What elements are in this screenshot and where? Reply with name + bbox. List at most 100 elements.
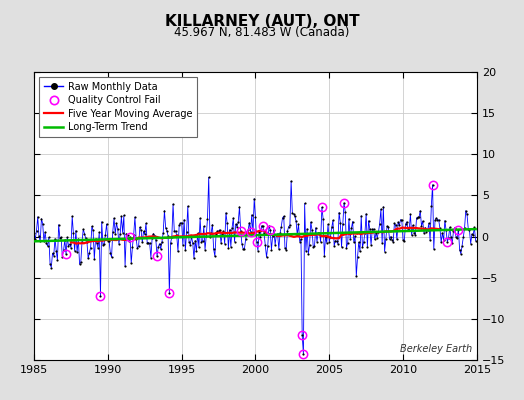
Point [123, 232, 132, 238]
Point [419, 218, 427, 224]
Point [159, 229, 167, 236]
Point [105, 238, 113, 244]
Point [466, 240, 475, 247]
Point [254, 247, 262, 254]
Point [228, 224, 236, 231]
Point [455, 246, 464, 253]
Point [465, 227, 474, 234]
Point [132, 236, 140, 242]
Point [259, 223, 267, 229]
Point [234, 219, 243, 225]
Point [146, 240, 154, 246]
Point [282, 247, 290, 253]
Point [287, 178, 296, 184]
Point [456, 251, 465, 257]
Point [390, 220, 399, 226]
Point [308, 227, 316, 233]
Point [374, 229, 383, 235]
Point [139, 228, 148, 235]
Point [445, 224, 454, 230]
Point [213, 228, 222, 234]
Point [314, 230, 322, 236]
Point [332, 238, 341, 244]
Point [110, 215, 118, 221]
Point [172, 232, 181, 238]
Point [413, 214, 422, 220]
Point [101, 232, 110, 238]
Point [54, 222, 63, 228]
Point [151, 236, 160, 243]
Point [182, 229, 191, 235]
Point [279, 213, 288, 220]
Point [401, 221, 410, 228]
Point [30, 229, 38, 236]
Point [274, 230, 282, 237]
Point [142, 220, 150, 227]
Point [367, 242, 375, 248]
Point [391, 222, 400, 228]
Point [82, 235, 90, 242]
Point [155, 240, 163, 247]
Point [357, 213, 365, 219]
Point [84, 255, 92, 262]
Point [99, 242, 107, 248]
Point [108, 228, 117, 235]
Point [224, 245, 233, 251]
Point [356, 248, 364, 255]
Point [298, 332, 307, 338]
Point [363, 244, 372, 250]
Point [180, 216, 188, 223]
Point [196, 215, 204, 222]
Point [153, 253, 161, 259]
Point [336, 219, 344, 226]
Point [214, 228, 223, 234]
Point [448, 240, 456, 246]
Point [154, 244, 162, 250]
Point [212, 231, 220, 237]
Point [162, 228, 171, 234]
Point [67, 244, 75, 251]
Point [229, 215, 237, 221]
Point [235, 204, 244, 210]
Point [243, 228, 251, 235]
Point [288, 210, 297, 216]
Point [128, 243, 137, 250]
Point [464, 225, 473, 232]
Point [263, 254, 271, 260]
Point [376, 220, 384, 227]
Point [335, 209, 343, 216]
Point [281, 245, 289, 251]
Point [127, 260, 135, 266]
Point [185, 238, 193, 245]
Point [373, 234, 381, 241]
Point [210, 246, 218, 252]
Text: KILLARNEY (AUT), ONT: KILLARNEY (AUT), ONT [165, 14, 359, 29]
Point [307, 219, 315, 225]
Point [313, 238, 321, 245]
Point [70, 248, 79, 254]
Point [255, 229, 264, 236]
Point [31, 236, 39, 242]
Point [275, 246, 283, 252]
Point [111, 230, 119, 237]
Point [421, 224, 429, 231]
Point [277, 223, 286, 230]
Point [434, 217, 443, 223]
Point [45, 234, 53, 240]
Point [242, 236, 250, 243]
Point [352, 273, 361, 280]
Point [133, 245, 141, 251]
Point [388, 236, 396, 243]
Point [222, 210, 230, 216]
Point [462, 207, 470, 214]
Point [292, 218, 300, 224]
Point [233, 224, 241, 230]
Point [195, 244, 203, 250]
Point [170, 228, 179, 234]
Point [362, 210, 370, 217]
Point [148, 235, 156, 241]
Point [144, 239, 152, 246]
Point [181, 247, 190, 254]
Point [245, 220, 254, 226]
Point [270, 226, 278, 233]
